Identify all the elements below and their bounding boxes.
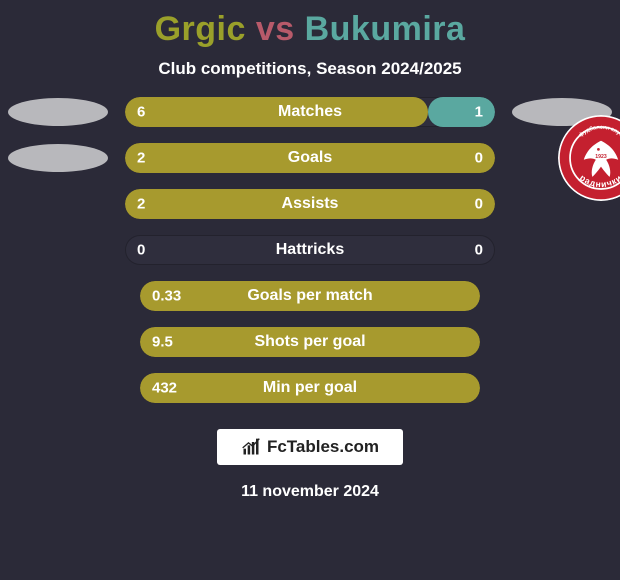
stat-value-left: 2 [137,150,145,167]
brand-badge: FcTables.com [217,429,403,465]
stat-value-left: 6 [137,104,145,121]
stat-value-left: 432 [152,380,177,397]
stat-row: Hattricks 0 0 [125,235,495,265]
stat-row: Shots per goal 9.5 [140,327,480,357]
comparison-card: Grgic vs Bukumira Club competitions, Sea… [0,0,620,580]
stat-value-right: 0 [475,150,483,167]
subtitle: Club competitions, Season 2024/2025 [158,59,461,79]
stat-label: Matches [278,103,342,121]
stat-fill-right [428,97,495,127]
stat-label: Min per goal [263,379,357,397]
stat-fill-left [125,97,428,127]
stat-label: Goals [288,149,332,167]
crest-placeholder [8,144,108,172]
stat-label: Shots per goal [254,333,365,351]
stat-rows: Matches61Goals20Assists20Hattricks00Goal… [0,97,620,403]
bars-area: Matches61Goals20Assists20Hattricks00Goal… [0,97,620,403]
stat-label: Goals per match [247,287,372,305]
stat-row: Matches 6 1 [125,97,495,127]
title-player2: Bukumira [305,10,466,48]
stat-value-left: 0 [137,242,145,259]
stat-label: Assists [282,195,339,213]
brand-chart-icon [241,437,261,457]
stat-row: Min per goal 432 [140,373,480,403]
snapshot-date: 11 november 2024 [241,483,379,501]
crest-placeholder [8,98,108,126]
stat-value-left: 9.5 [152,334,173,351]
brand-text: FcTables.com [267,437,379,457]
stat-value-right: 0 [475,196,483,213]
stat-value-left: 0.33 [152,288,181,305]
stat-label: Hattricks [276,241,344,259]
stat-value-right: 0 [475,242,483,259]
stat-row: Goals 2 0 [125,143,495,173]
stat-row: Goals per match 0.33 [140,281,480,311]
page-title: Grgic vs Bukumira [155,10,466,49]
stat-row: Assists 2 0 [125,189,495,219]
title-vs: vs [256,10,295,48]
stat-value-right: 1 [475,104,483,121]
title-player1: Grgic [155,10,246,48]
svg-text:1923: 1923 [595,154,607,160]
stat-value-left: 2 [137,196,145,213]
